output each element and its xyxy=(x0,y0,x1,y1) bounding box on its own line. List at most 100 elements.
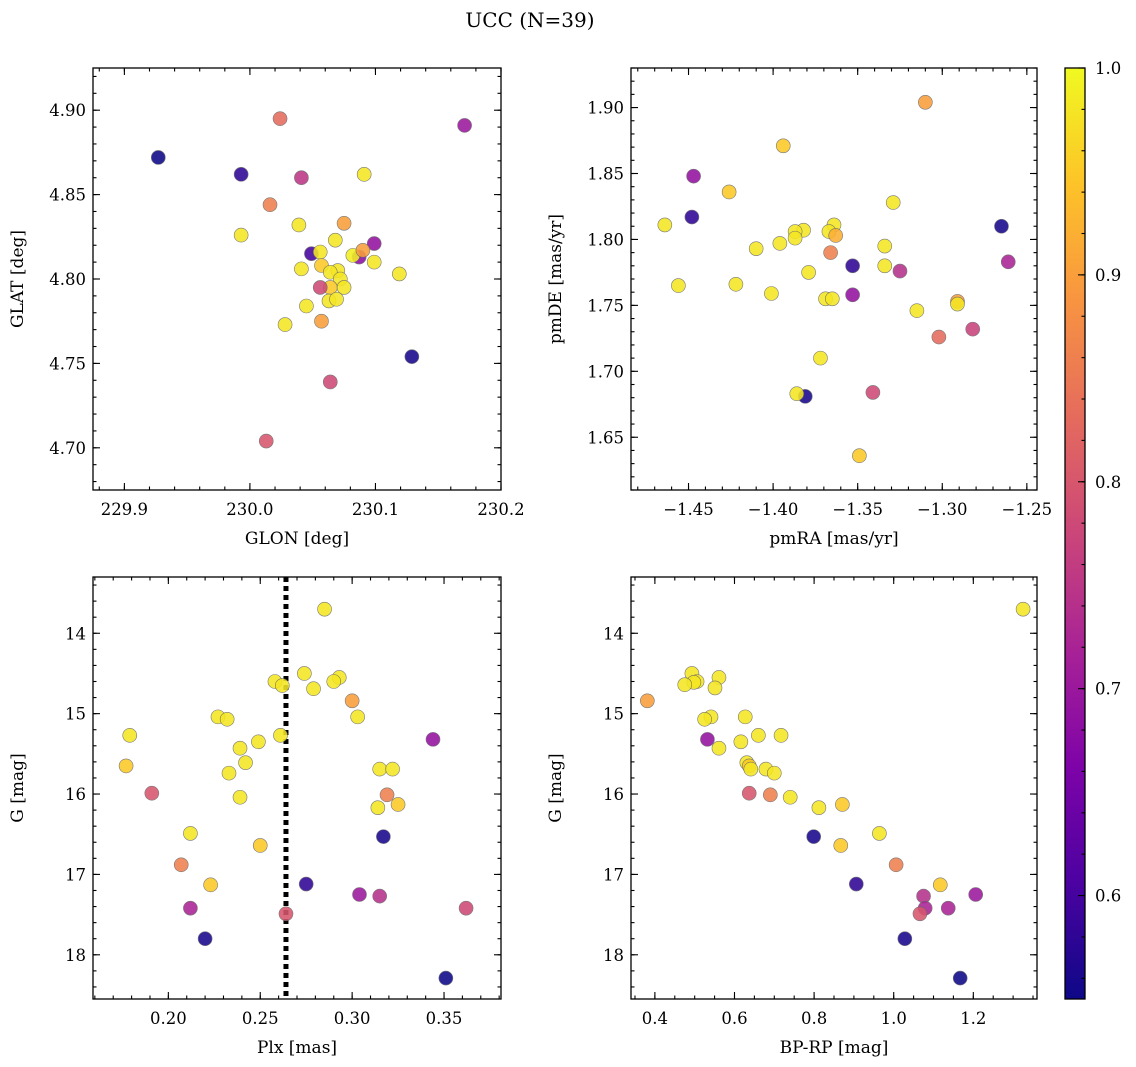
data-point xyxy=(173,857,189,873)
data-point xyxy=(950,296,965,312)
data-point xyxy=(122,728,138,743)
data-point xyxy=(892,263,908,279)
data-point xyxy=(825,291,840,307)
data-point xyxy=(813,350,828,366)
data-point xyxy=(764,286,779,301)
data-point xyxy=(336,215,352,231)
x-tick-label: −1.25 xyxy=(1002,500,1053,519)
x-tick-label: 0.25 xyxy=(242,1009,279,1028)
y-tick-label: 14 xyxy=(65,624,86,643)
data-point xyxy=(458,900,474,916)
y-tick-label: 18 xyxy=(65,946,86,965)
data-point xyxy=(877,258,893,274)
x-tick-label: −1.30 xyxy=(917,500,968,519)
data-point xyxy=(150,150,166,165)
data-point xyxy=(897,931,913,947)
colorbar: 0.6 0.7 0.8 0.9 1.0 xyxy=(1064,59,1121,1000)
data-point xyxy=(312,280,328,295)
x-tick-label: 0.8 xyxy=(801,1009,827,1028)
data-point xyxy=(277,317,293,332)
data-point xyxy=(931,329,947,345)
y-tick-label: 14 xyxy=(603,624,624,643)
x-axis-label: Plx [mas] xyxy=(257,1038,337,1058)
data-point xyxy=(775,138,791,154)
y-tick-label: 1.75 xyxy=(587,296,624,315)
y-tick-label: 17 xyxy=(65,865,86,884)
data-point xyxy=(350,709,365,725)
data-point xyxy=(766,765,782,781)
data-point xyxy=(965,321,981,337)
y-tick-label: 15 xyxy=(65,705,86,724)
data-point xyxy=(390,797,406,812)
data-point xyxy=(828,228,843,243)
data-point xyxy=(772,236,788,251)
data-point xyxy=(457,118,472,133)
x-tick-label: 1.2 xyxy=(960,1009,986,1028)
data-point xyxy=(118,758,134,774)
data-point xyxy=(262,197,278,213)
data-point xyxy=(909,303,925,318)
x-tick-label: 0.6 xyxy=(721,1009,747,1028)
x-tick-label: −1.40 xyxy=(748,500,799,519)
y-tick-label: 4.75 xyxy=(49,354,86,373)
colorbar-tick-label: 0.7 xyxy=(1095,680,1121,699)
data-point xyxy=(219,711,235,727)
data-point xyxy=(438,970,454,986)
data-point xyxy=(183,826,198,841)
y-axis-label: pmDE [mas/yr] xyxy=(546,214,566,344)
data-point xyxy=(737,709,753,725)
data-point xyxy=(314,313,329,329)
data-point xyxy=(801,265,816,280)
data-point xyxy=(657,217,673,233)
colorbar-gradient xyxy=(1065,68,1085,999)
data-point xyxy=(677,677,693,693)
x-tick-label: 229.9 xyxy=(101,500,148,519)
y-tick-label: 4.85 xyxy=(49,186,86,205)
data-point xyxy=(885,195,901,210)
data-point xyxy=(865,385,881,400)
x-tick-label: −1.35 xyxy=(832,500,883,519)
data-point xyxy=(203,877,218,893)
y-tick-label: 16 xyxy=(65,785,86,804)
data-point xyxy=(366,254,382,270)
data-point xyxy=(845,258,860,274)
x-axis-label: BP-RP [mag] xyxy=(780,1038,889,1058)
colorbar-tick-label: 0.9 xyxy=(1095,266,1121,285)
data-point xyxy=(278,906,294,922)
x-tick-label: 1.0 xyxy=(881,1009,907,1028)
axes-frame xyxy=(92,67,502,491)
data-point xyxy=(968,887,984,902)
data-point xyxy=(251,734,266,750)
panel-3: 0.20 0.25 0.30 0.35 14 15 16 17 18 Plx [mas] G [ma… xyxy=(8,576,502,1058)
data-point xyxy=(835,797,850,812)
data-point xyxy=(743,761,759,777)
axes-frame xyxy=(630,576,1038,1000)
data-point xyxy=(197,931,213,947)
data-point xyxy=(344,693,360,709)
data-point xyxy=(352,887,367,902)
data-point xyxy=(425,732,441,747)
data-point xyxy=(297,666,312,681)
data-point xyxy=(1015,601,1031,617)
data-point xyxy=(312,244,328,260)
data-point xyxy=(684,209,700,225)
data-point xyxy=(322,264,338,280)
y-tick-label: 15 xyxy=(603,705,624,724)
data-point xyxy=(697,711,712,727)
data-point xyxy=(833,838,849,853)
data-point xyxy=(294,170,309,186)
data-point xyxy=(700,732,715,747)
data-point xyxy=(1000,254,1016,270)
data-point xyxy=(806,829,822,844)
data-point xyxy=(379,787,395,803)
data-point xyxy=(728,276,744,292)
x-tick-label: −1.45 xyxy=(663,500,714,519)
data-point xyxy=(848,876,864,892)
data-point xyxy=(845,287,860,303)
data-point xyxy=(707,680,723,696)
colorbar-tick-label: 0.8 xyxy=(1095,473,1121,492)
data-point xyxy=(183,900,198,916)
data-point xyxy=(273,728,288,743)
panels: 229.9 230.0 230.1 230.2 4.70 4.75 4.80 4.85 4.90… xyxy=(8,67,1053,1058)
data-point xyxy=(741,785,757,801)
